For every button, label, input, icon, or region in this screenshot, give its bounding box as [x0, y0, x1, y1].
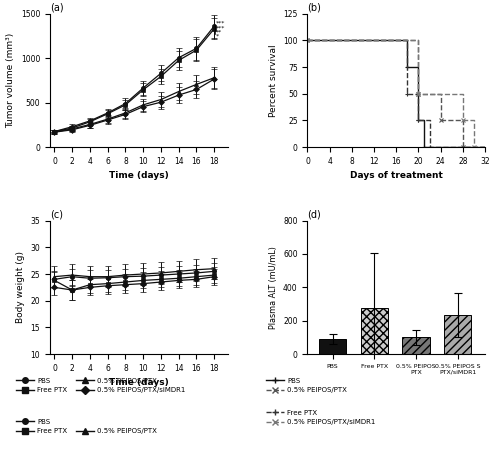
- Text: (a): (a): [50, 3, 64, 13]
- Text: *: *: [216, 34, 218, 39]
- Text: (d): (d): [308, 210, 321, 220]
- Y-axis label: Plasma ALT (mU/mL): Plasma ALT (mU/mL): [268, 246, 278, 329]
- X-axis label: Time (days): Time (days): [109, 378, 168, 387]
- Text: **: **: [216, 30, 222, 35]
- Bar: [402, 337, 429, 354]
- Bar: [319, 339, 346, 354]
- Legend: 0.5% PEIPOS/PTX, 0.5% PEIPOS/PTX/siMDR1: 0.5% PEIPOS/PTX, 0.5% PEIPOS/PTX/siMDR1: [74, 375, 188, 396]
- X-axis label: Days of treatment: Days of treatment: [350, 172, 442, 180]
- Legend: 0.5% PEIPOS/PTX: 0.5% PEIPOS/PTX: [74, 425, 160, 437]
- Legend: Free PTX, 0.5% PEIPOS/PTX/siMDR1: Free PTX, 0.5% PEIPOS/PTX/siMDR1: [264, 407, 378, 428]
- X-axis label: Time (days): Time (days): [109, 172, 168, 180]
- Text: (c): (c): [50, 210, 63, 220]
- Legend: PBS, Free PTX: PBS, Free PTX: [14, 416, 70, 437]
- Legend: PBS, 0.5% PEIPOS/PTX: PBS, 0.5% PEIPOS/PTX: [264, 375, 350, 396]
- Y-axis label: Percent survival: Percent survival: [268, 44, 278, 117]
- Legend: PBS, Free PTX: PBS, Free PTX: [14, 375, 70, 396]
- Y-axis label: Tumor volume (mm³): Tumor volume (mm³): [6, 33, 16, 128]
- Text: ***: ***: [216, 25, 225, 30]
- Text: (b): (b): [308, 3, 322, 13]
- Bar: [444, 315, 471, 354]
- Bar: [360, 308, 388, 354]
- Y-axis label: Body weight (g): Body weight (g): [16, 252, 25, 323]
- Text: ***: ***: [216, 21, 225, 26]
